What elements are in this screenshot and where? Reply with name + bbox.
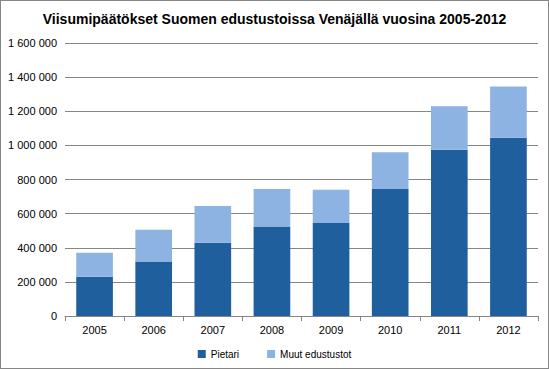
svg-text:2008: 2008 <box>260 324 284 336</box>
svg-text:0: 0 <box>51 310 57 322</box>
svg-text:800 000: 800 000 <box>17 174 57 186</box>
svg-text:1 400 000: 1 400 000 <box>8 71 57 83</box>
svg-text:1 600 000: 1 600 000 <box>8 37 57 49</box>
svg-text:1 200 000: 1 200 000 <box>8 105 57 117</box>
svg-text:2005: 2005 <box>82 324 106 336</box>
svg-text:Viisumipäätökset Suomen edustu: Viisumipäätökset Suomen edustustoissa Ve… <box>43 11 507 27</box>
svg-text:200 000: 200 000 <box>17 276 57 288</box>
svg-text:2012: 2012 <box>496 324 520 336</box>
svg-text:Muut edustustot: Muut edustustot <box>280 349 351 360</box>
svg-text:Pietari: Pietari <box>211 349 239 360</box>
svg-text:600 000: 600 000 <box>17 208 57 220</box>
svg-text:1 000 000: 1 000 000 <box>8 139 57 151</box>
svg-text:2010: 2010 <box>378 324 402 336</box>
svg-text:2007: 2007 <box>201 324 225 336</box>
svg-text:400 000: 400 000 <box>17 242 57 254</box>
svg-text:2009: 2009 <box>319 324 343 336</box>
svg-text:2011: 2011 <box>437 324 461 336</box>
svg-text:2006: 2006 <box>141 324 165 336</box>
